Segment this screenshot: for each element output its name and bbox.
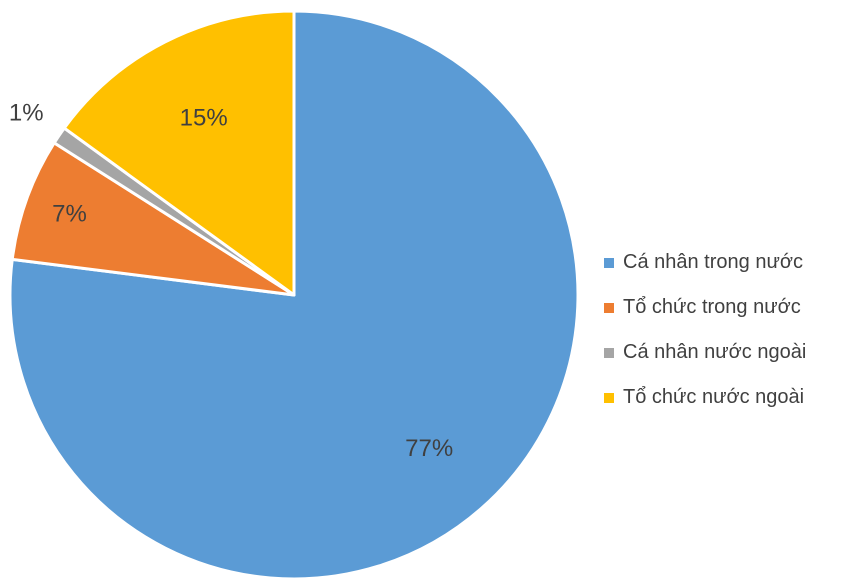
legend-label: Tổ chức nước ngoài [623, 386, 805, 408]
legend-swatch [604, 302, 614, 313]
legend-swatch [604, 257, 614, 268]
legend: Cá nhân trong nước Tổ chức trong nước Cá… [604, 240, 806, 420]
legend-swatch [604, 392, 614, 403]
legend-label: Cá nhân trong nước [623, 251, 803, 273]
legend-item: Cá nhân nước ngoài [604, 330, 806, 375]
slice-data-label: 1% [9, 100, 44, 127]
legend-swatch [604, 347, 614, 358]
pie-slices [8, 9, 580, 579]
legend-label: Cá nhân nước ngoài [623, 341, 807, 363]
slice-data-label: 7% [52, 201, 87, 228]
legend-item: Cá nhân trong nước [604, 240, 806, 285]
pie-slice [10, 141, 296, 297]
legend-item: Tổ chức trong nước [604, 285, 806, 330]
slice-data-label: 77% [405, 435, 453, 462]
slice-data-label: 15% [180, 104, 228, 131]
pie-labels: 77% 7% 1% 15% [9, 100, 453, 462]
legend-item: Tổ chức nước ngoài [604, 375, 806, 420]
pie-slice [62, 9, 296, 297]
legend-label: Tổ chức trong nước [623, 296, 801, 318]
